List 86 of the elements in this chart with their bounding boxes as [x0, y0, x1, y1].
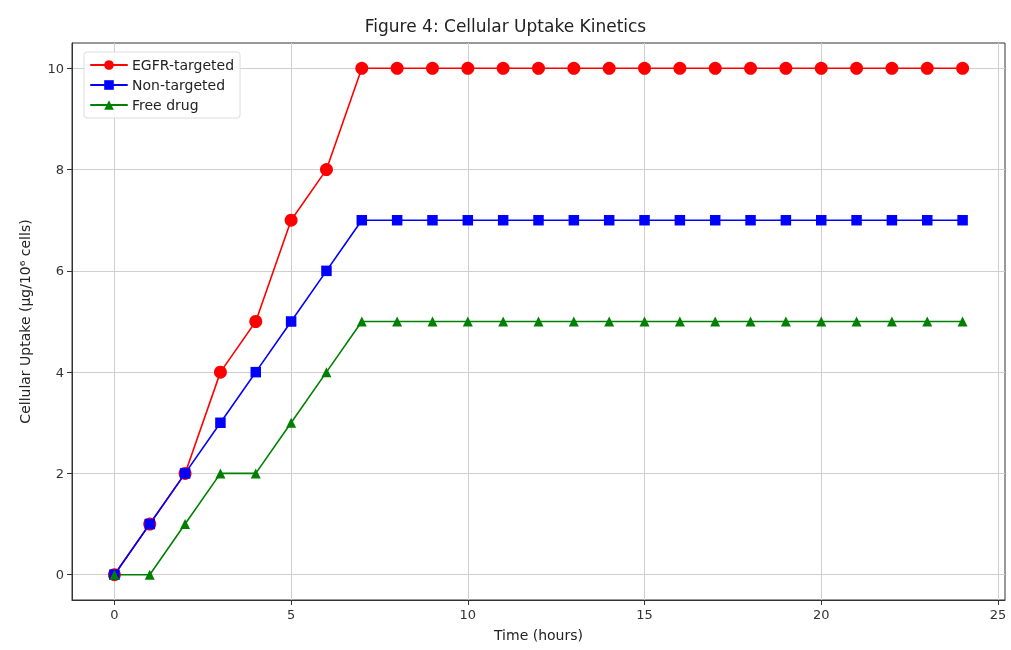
point [745, 214, 756, 226]
point [462, 214, 474, 226]
legend-label: Non-targeted [132, 77, 226, 93]
point [780, 214, 792, 226]
point [427, 316, 438, 327]
point [390, 61, 404, 75]
point [710, 316, 721, 327]
y-tick-label: 4 [55, 364, 64, 380]
point [425, 61, 439, 75]
point [744, 61, 758, 75]
y-tick-label: 8 [55, 162, 64, 178]
point [319, 163, 333, 177]
point [639, 316, 650, 327]
point [851, 316, 862, 327]
point [604, 316, 615, 327]
point [250, 366, 262, 378]
point [851, 214, 862, 226]
chart-title: Figure 4: Cellular Uptake Kinetics [364, 15, 647, 36]
point [814, 61, 828, 75]
point [674, 316, 685, 327]
point [922, 316, 933, 327]
legend-label: EGFR-targeted [132, 57, 235, 73]
point [462, 316, 473, 327]
x-tick-label: 10 [459, 607, 477, 622]
point [708, 61, 722, 75]
y-tick-label: 6 [55, 263, 64, 279]
point [427, 214, 438, 226]
point [957, 214, 968, 226]
point [709, 214, 721, 226]
point [180, 519, 191, 530]
point [461, 61, 475, 75]
x-tick-label: 0 [110, 607, 119, 622]
point [355, 61, 369, 75]
point [850, 61, 864, 75]
point [144, 569, 155, 580]
point [780, 316, 791, 327]
point [532, 61, 545, 75]
point [745, 316, 756, 327]
point [568, 214, 580, 226]
point [815, 214, 827, 226]
point [356, 316, 367, 327]
y-tick-label: 10 [47, 60, 64, 76]
point [567, 61, 581, 75]
point [391, 214, 403, 226]
point [286, 417, 297, 428]
point [215, 468, 226, 479]
legend-label: Free drug [132, 97, 199, 113]
point [674, 214, 686, 226]
point [922, 214, 933, 226]
point [496, 61, 510, 75]
point [886, 214, 898, 226]
x-tick-label: 15 [636, 607, 653, 622]
point [215, 417, 226, 429]
point [284, 213, 298, 227]
y-tick-label: 0 [55, 567, 64, 583]
point [816, 316, 827, 327]
point [321, 367, 332, 378]
x-tick-label: 25 [989, 607, 1007, 622]
x-axis-title: Time (hours) [493, 627, 583, 643]
point [213, 365, 227, 379]
point [356, 214, 368, 226]
point [285, 316, 297, 327]
x-tick-label: 20 [812, 607, 830, 622]
point [497, 214, 509, 226]
point [602, 61, 616, 75]
point [533, 316, 544, 327]
x-tick-label: 5 [286, 607, 296, 622]
point [885, 61, 899, 75]
point [392, 316, 403, 327]
point [603, 214, 615, 226]
point [250, 468, 261, 479]
point [638, 61, 652, 75]
point [779, 61, 793, 75]
y-axis-title: Cellular Uptake (μg/10⁶ cells) [17, 219, 33, 424]
point [249, 315, 263, 328]
point [498, 316, 509, 327]
y-tick-label: 2 [55, 465, 64, 481]
point [533, 214, 544, 226]
point [920, 61, 934, 75]
point [956, 61, 970, 75]
point [886, 316, 897, 327]
point [321, 265, 332, 277]
point [957, 316, 968, 327]
point [673, 61, 687, 75]
point [568, 316, 579, 327]
point [639, 214, 650, 226]
